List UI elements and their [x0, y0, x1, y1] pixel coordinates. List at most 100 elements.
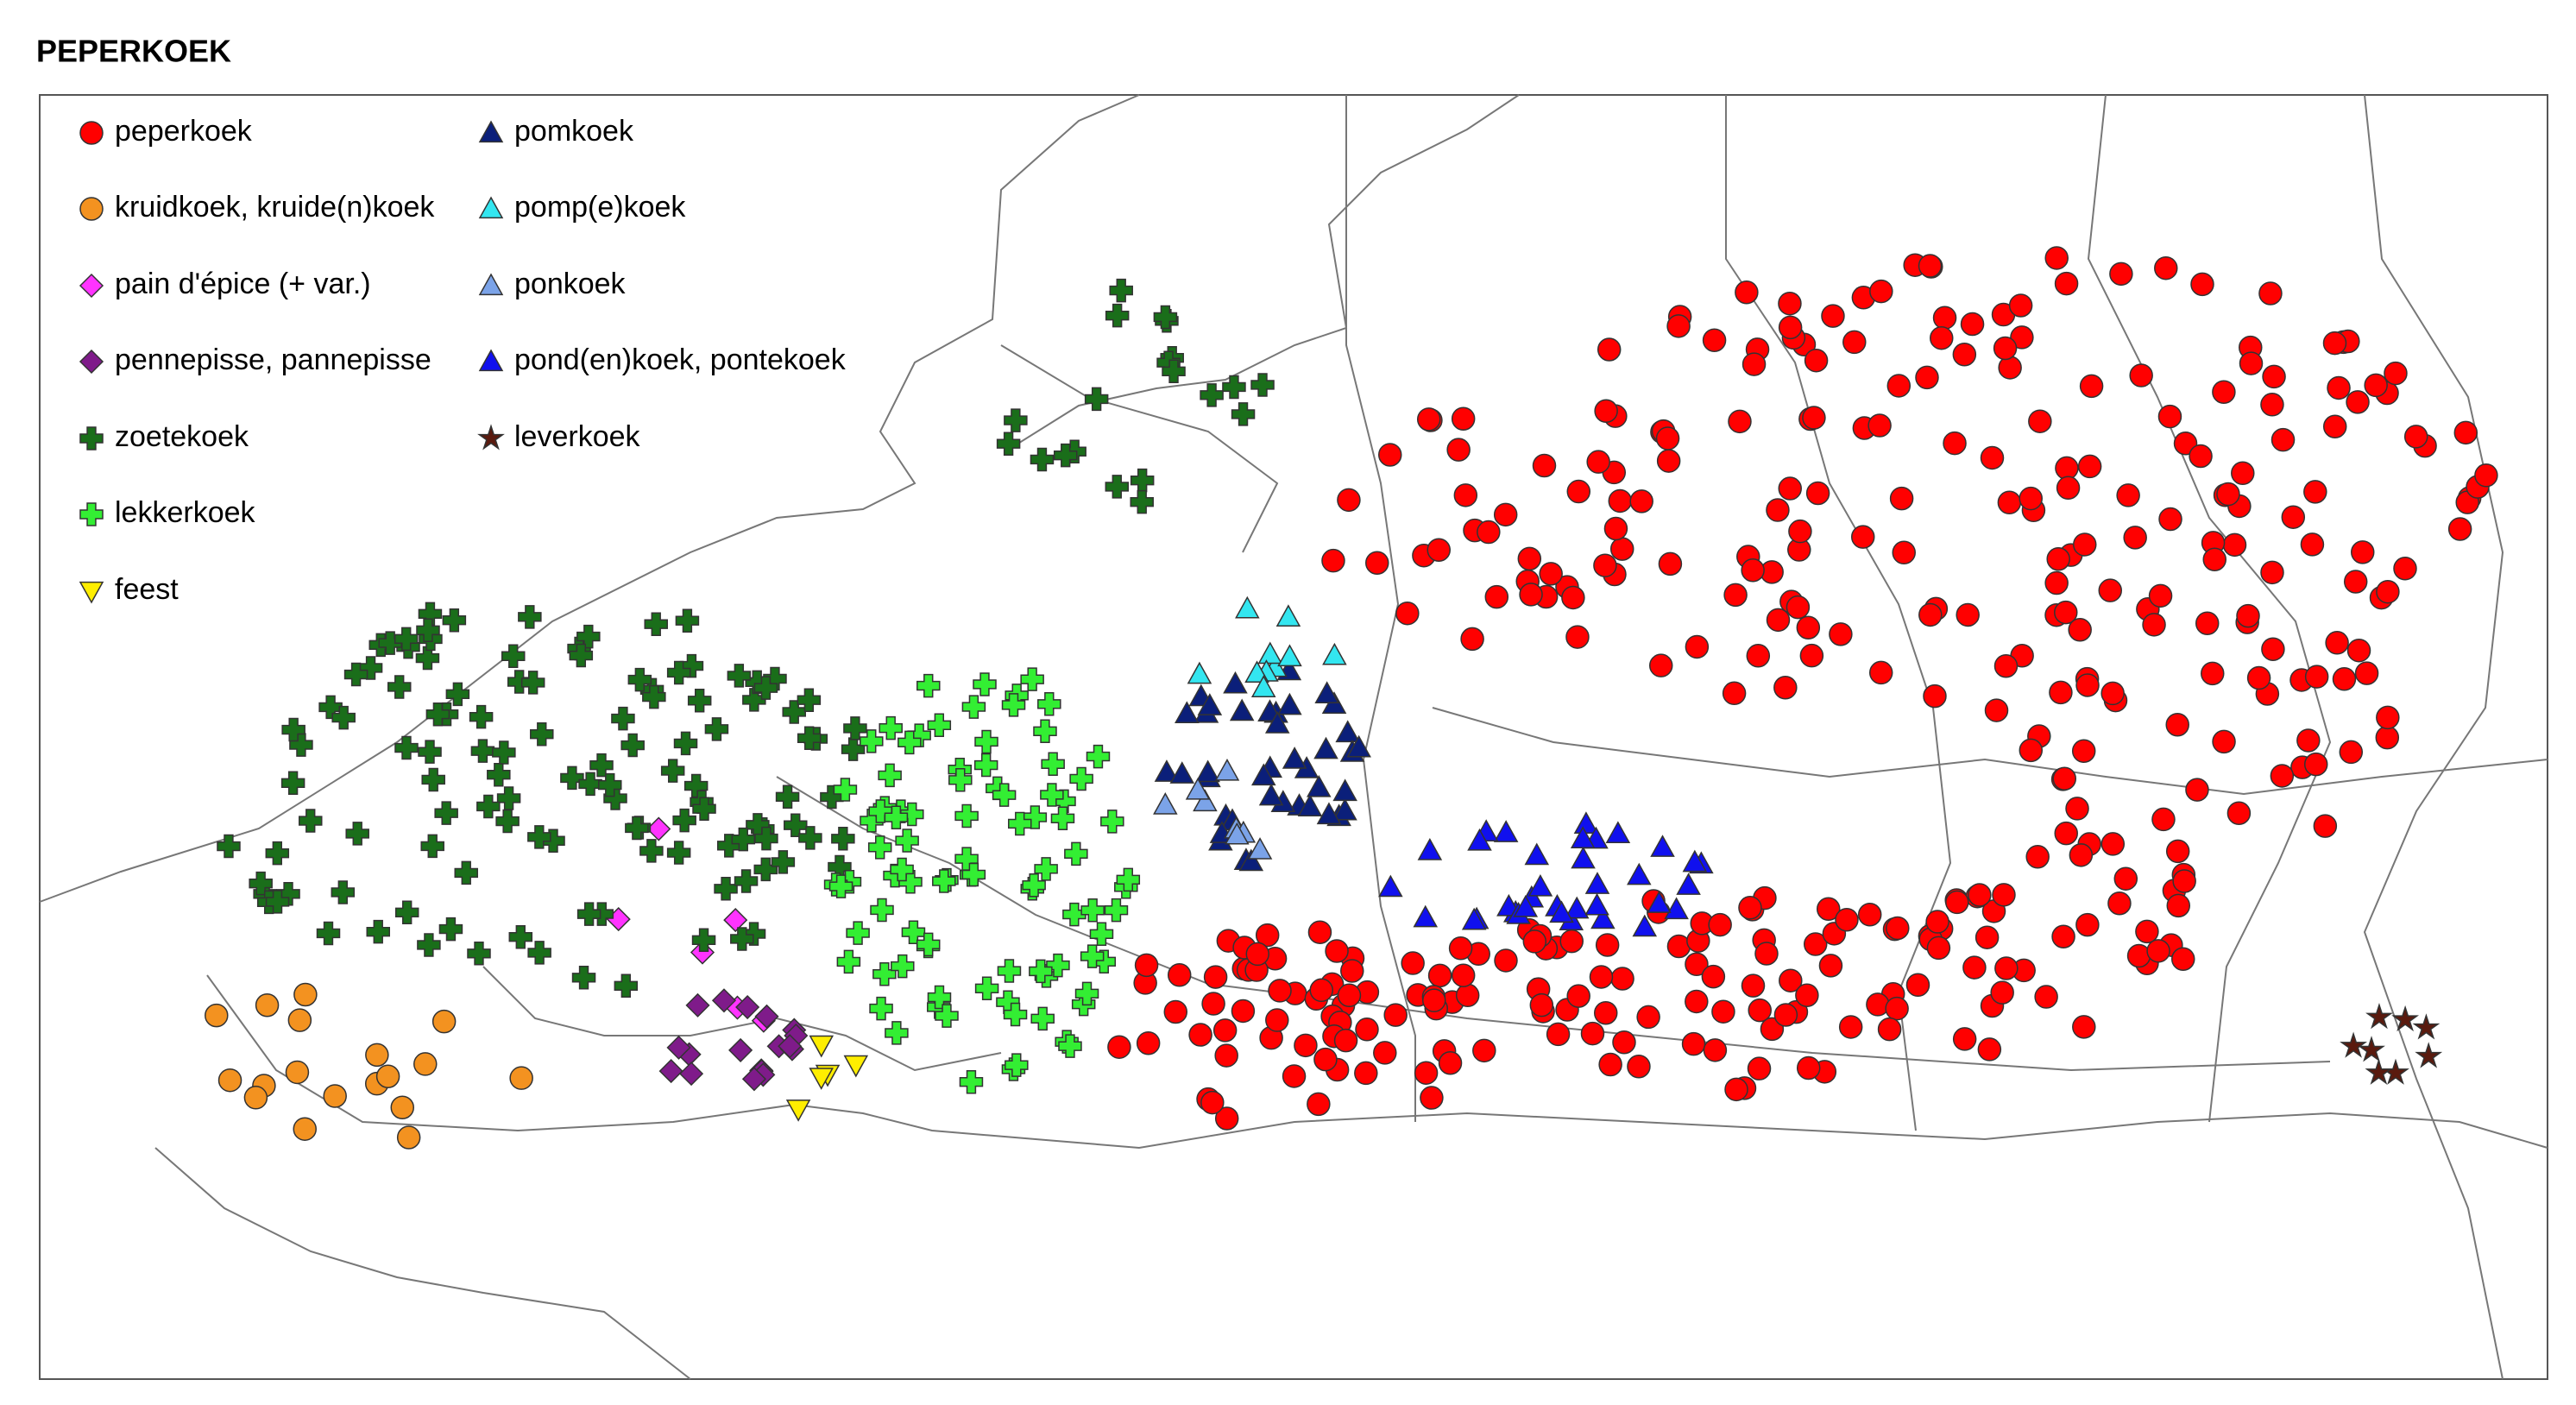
- marker: [1277, 644, 1302, 667]
- marker: [1001, 693, 1026, 717]
- marker: [797, 726, 822, 751]
- marker: [1802, 406, 1826, 430]
- marker: [2260, 560, 2284, 585]
- marker: [1998, 356, 2022, 380]
- marker: [1455, 983, 1480, 1008]
- marker: [778, 1034, 803, 1059]
- marker: [1417, 838, 1443, 860]
- marker: [1154, 759, 1180, 782]
- marker: [2393, 556, 2417, 581]
- marker: [1796, 615, 1821, 639]
- marker: [1346, 734, 1371, 758]
- marker: [1658, 551, 1683, 576]
- marker: [1539, 562, 1563, 586]
- marker: [1990, 980, 2014, 1005]
- marker: [375, 1064, 400, 1089]
- marker: [625, 816, 649, 841]
- marker: [1050, 806, 1075, 831]
- marker: [1877, 1017, 1902, 1042]
- marker: [1306, 774, 1332, 797]
- marker: [666, 660, 691, 685]
- marker: [1460, 627, 1484, 652]
- marker: [644, 612, 668, 636]
- marker: [1664, 897, 1689, 920]
- marker: [992, 783, 1017, 807]
- marker: [1414, 1061, 1439, 1085]
- marker: [2173, 431, 2198, 456]
- marker: [2008, 293, 2033, 318]
- marker: [1446, 438, 1471, 462]
- marker: [2135, 919, 2159, 944]
- marker: [1571, 846, 1596, 869]
- marker: [2044, 570, 2069, 595]
- marker: [1589, 965, 1614, 989]
- marker: [425, 702, 450, 727]
- marker: [1829, 622, 1853, 646]
- marker: [1799, 643, 1824, 668]
- marker: [1866, 992, 1890, 1017]
- marker: [1532, 453, 1557, 478]
- marker: [1559, 929, 1584, 954]
- marker: [293, 982, 318, 1007]
- marker: [997, 959, 1022, 983]
- marker: [1945, 890, 1969, 915]
- marker: [2049, 680, 2073, 705]
- marker: [1778, 476, 1802, 501]
- marker: [1314, 681, 1339, 703]
- marker: [646, 816, 671, 841]
- marker: [445, 682, 470, 707]
- marker: [1656, 449, 1681, 473]
- marker: [1162, 359, 1186, 384]
- marker: [1746, 644, 1771, 668]
- marker: [1235, 595, 1260, 619]
- marker: [1335, 720, 1360, 743]
- marker: [1993, 653, 2019, 678]
- marker: [1258, 783, 1284, 806]
- marker: [1003, 1002, 1028, 1027]
- marker: [879, 715, 903, 740]
- marker: [1494, 948, 1518, 973]
- marker: [487, 762, 511, 787]
- marker: [520, 671, 545, 695]
- marker: [723, 907, 748, 933]
- legend-label: pomp(e)koek: [514, 191, 686, 224]
- marker: [1632, 914, 1658, 937]
- marker: [731, 827, 756, 852]
- boundaries: [39, 94, 2548, 1380]
- marker: [1925, 910, 1949, 934]
- marker: [872, 962, 897, 986]
- marker: [1952, 1027, 1977, 1051]
- marker: [2100, 832, 2126, 856]
- marker: [2171, 947, 2195, 972]
- marker: [1650, 835, 1675, 857]
- marker: [1994, 956, 2019, 980]
- marker: [1222, 375, 1246, 400]
- marker: [771, 850, 796, 874]
- marker: [2246, 665, 2271, 690]
- marker: [1586, 450, 1610, 474]
- marker: [255, 993, 280, 1018]
- marker: [1804, 348, 1829, 373]
- marker: [1605, 821, 1631, 844]
- marker: [2271, 427, 2296, 452]
- marker: [331, 705, 356, 730]
- marker: [973, 672, 997, 696]
- marker: [2019, 738, 2044, 763]
- marker: [1889, 486, 1914, 511]
- marker: [727, 664, 752, 688]
- marker: [345, 822, 369, 846]
- marker: [366, 919, 391, 944]
- marker: [1868, 660, 1893, 685]
- marker: [974, 729, 998, 754]
- marker: [2025, 844, 2050, 869]
- marker: [496, 786, 521, 810]
- marker: [1594, 399, 1618, 423]
- marker: [1527, 873, 1553, 897]
- marker: [785, 1099, 811, 1122]
- marker: [2158, 507, 2182, 532]
- marker: [2403, 425, 2428, 449]
- marker: [1355, 1018, 1379, 1042]
- marker: [1818, 954, 1843, 978]
- marker: [1185, 777, 1211, 800]
- marker: [1200, 383, 1224, 407]
